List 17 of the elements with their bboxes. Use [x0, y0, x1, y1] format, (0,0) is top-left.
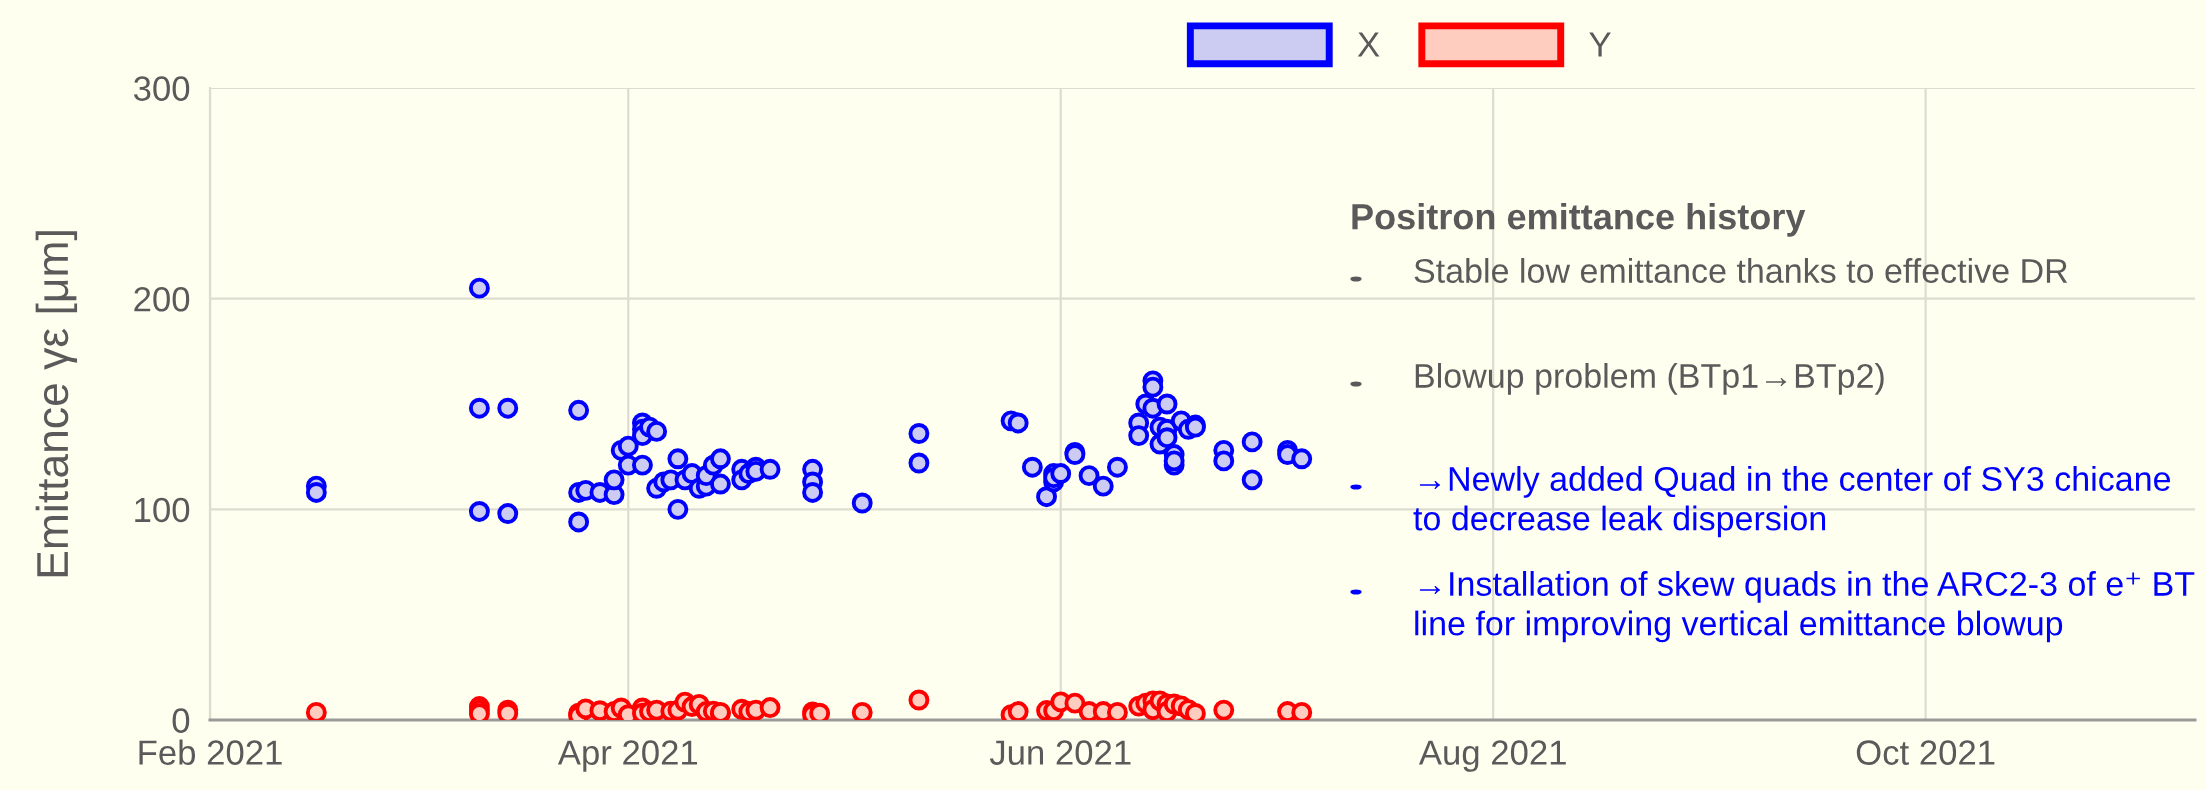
- y-tick-label: 300: [133, 76, 190, 101]
- x-tick-label: Jun 2021: [989, 740, 1131, 765]
- annotation: Blowup problem (BTp1→BTp2): [1415, 363, 1884, 395]
- x-tick-label: Oct 2021: [1856, 740, 1995, 765]
- x-tick-label: Apr 2021: [557, 740, 698, 772]
- x-tick-label: Feb 2021: [139, 739, 282, 765]
- y-axis-title: Emittance γε [μm]: [35, 231, 78, 577]
- legend-label: X: [1357, 32, 1380, 57]
- annotation: →Newly added Quad in the center of SY3 chicane to decrease leak dispersion: [1413, 466, 2170, 538]
- y-tick-label: 0: [172, 708, 190, 733]
- annotation: Stable low emittance thanks to effective DR: [1414, 258, 2068, 283]
- y-tick-label: 100: [135, 497, 190, 523]
- annotation: →Installation of skew quads in the ARC2-3 of e⁺ BT line for improving vertical emittance blowup: [1415, 571, 2195, 643]
- legend-label: Y: [1589, 32, 1611, 57]
- x-tick-label: Aug 2021: [1418, 740, 1566, 772]
- annotation: Positron emittance history: [1352, 203, 1806, 237]
- y-tick-label: 200: [134, 287, 190, 312]
